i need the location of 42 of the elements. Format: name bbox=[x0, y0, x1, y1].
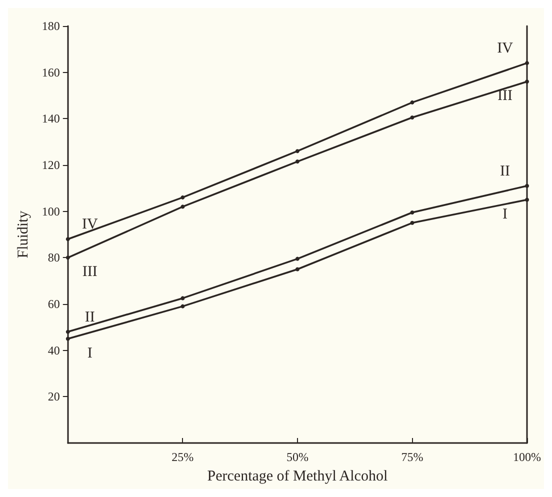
point bbox=[525, 61, 529, 66]
series-label: II bbox=[84, 309, 95, 326]
x-tick-label: 75% bbox=[401, 450, 424, 464]
point bbox=[180, 304, 185, 308]
point bbox=[295, 267, 300, 272]
series-label: IV bbox=[82, 216, 98, 233]
point bbox=[525, 198, 529, 202]
point bbox=[66, 336, 70, 341]
point bbox=[525, 80, 529, 84]
text: I bbox=[87, 345, 92, 362]
x-tick-label: 25% bbox=[172, 450, 194, 464]
text: II bbox=[500, 163, 510, 180]
y-tick-label: 180 bbox=[42, 19, 60, 33]
y-tick-label: 120 bbox=[42, 158, 60, 172]
point bbox=[295, 149, 300, 154]
point bbox=[295, 256, 300, 261]
x-tick-label: 100% bbox=[513, 450, 541, 464]
y-tick-label: 20 bbox=[48, 390, 60, 404]
point bbox=[66, 237, 70, 242]
point bbox=[180, 195, 185, 200]
point bbox=[525, 184, 529, 188]
series-label: I bbox=[502, 206, 508, 222]
point bbox=[66, 256, 70, 260]
y-axis-title: Fluidity bbox=[16, 210, 32, 258]
point bbox=[295, 160, 300, 164]
text: IV bbox=[497, 40, 513, 57]
x-tick-label: 50% bbox=[286, 450, 308, 464]
y-tick-label: 100 bbox=[42, 204, 60, 218]
point bbox=[410, 220, 414, 225]
y-tick-label: 60 bbox=[48, 297, 60, 311]
text: III bbox=[82, 264, 98, 280]
y-tick-label: 80 bbox=[48, 250, 60, 265]
x-axis-title: Percentage of Methyl Alcohol bbox=[207, 468, 388, 484]
point bbox=[180, 296, 185, 300]
y-tick-label: 40 bbox=[48, 343, 60, 358]
point bbox=[410, 210, 414, 214]
point bbox=[66, 330, 70, 334]
y-tick-label: 160 bbox=[42, 65, 60, 80]
point bbox=[410, 100, 414, 104]
point bbox=[410, 116, 414, 120]
y-tick-label: 140 bbox=[42, 112, 60, 126]
point bbox=[180, 204, 185, 209]
